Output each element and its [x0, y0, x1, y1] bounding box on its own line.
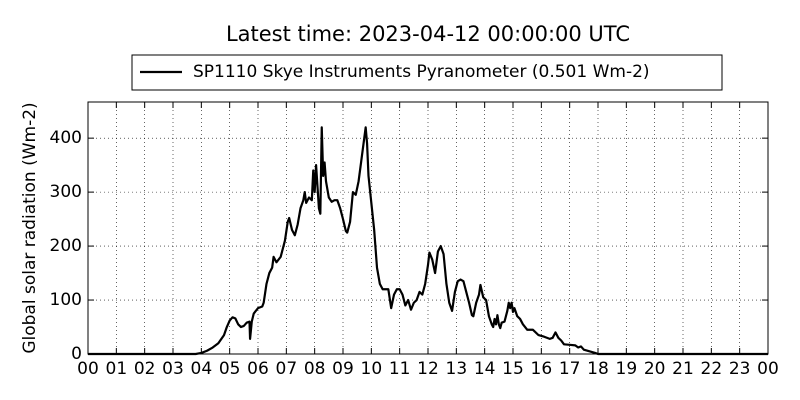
- x-tick-label: 16: [531, 359, 553, 379]
- x-tick-label: 13: [446, 359, 468, 379]
- x-tick-label: 19: [616, 359, 638, 379]
- x-tick-label: 22: [701, 359, 723, 379]
- y-tick-label: 0: [71, 344, 82, 364]
- x-tick-label: 00: [757, 359, 779, 379]
- x-tick-label: 15: [502, 359, 524, 379]
- x-tick-label: 10: [361, 359, 383, 379]
- x-tick-label: 00: [77, 359, 99, 379]
- x-tick-label: 21: [672, 359, 694, 379]
- y-tick-label: 200: [50, 236, 82, 256]
- y-tick-label: 400: [50, 128, 82, 148]
- x-tick-label: 11: [389, 359, 411, 379]
- data-line: [88, 126, 768, 356]
- plot-frame: [87, 101, 769, 355]
- x-tick-label: 17: [559, 359, 581, 379]
- x-tick-label: 05: [219, 359, 241, 379]
- x-tick-label: 18: [587, 359, 609, 379]
- x-tick-label: 01: [106, 359, 128, 379]
- x-tick-label: 12: [417, 359, 439, 379]
- x-tick-label: 23: [729, 359, 751, 379]
- legend-box: [131, 54, 723, 91]
- y-tick-label: 300: [50, 182, 82, 202]
- y-axis-label: Global solar radiation (Wm-2): [20, 102, 40, 353]
- x-tick-label: 14: [474, 359, 496, 379]
- x-tick-label: 03: [162, 359, 184, 379]
- x-tick-label: 20: [644, 359, 666, 379]
- chart-title: Latest time: 2023-04-12 00:00:00 UTC: [226, 22, 630, 46]
- x-tick-label: 07: [276, 359, 298, 379]
- y-tick-label: 100: [50, 290, 82, 310]
- legend-label: SP1110 Skye Instruments Pyranometer (0.5…: [193, 62, 650, 82]
- x-tick-label: 08: [304, 359, 326, 379]
- x-tick-label: 02: [134, 359, 156, 379]
- x-tick-label: 06: [247, 359, 269, 379]
- x-tick-label: 04: [191, 359, 213, 379]
- x-tick-label: 09: [332, 359, 354, 379]
